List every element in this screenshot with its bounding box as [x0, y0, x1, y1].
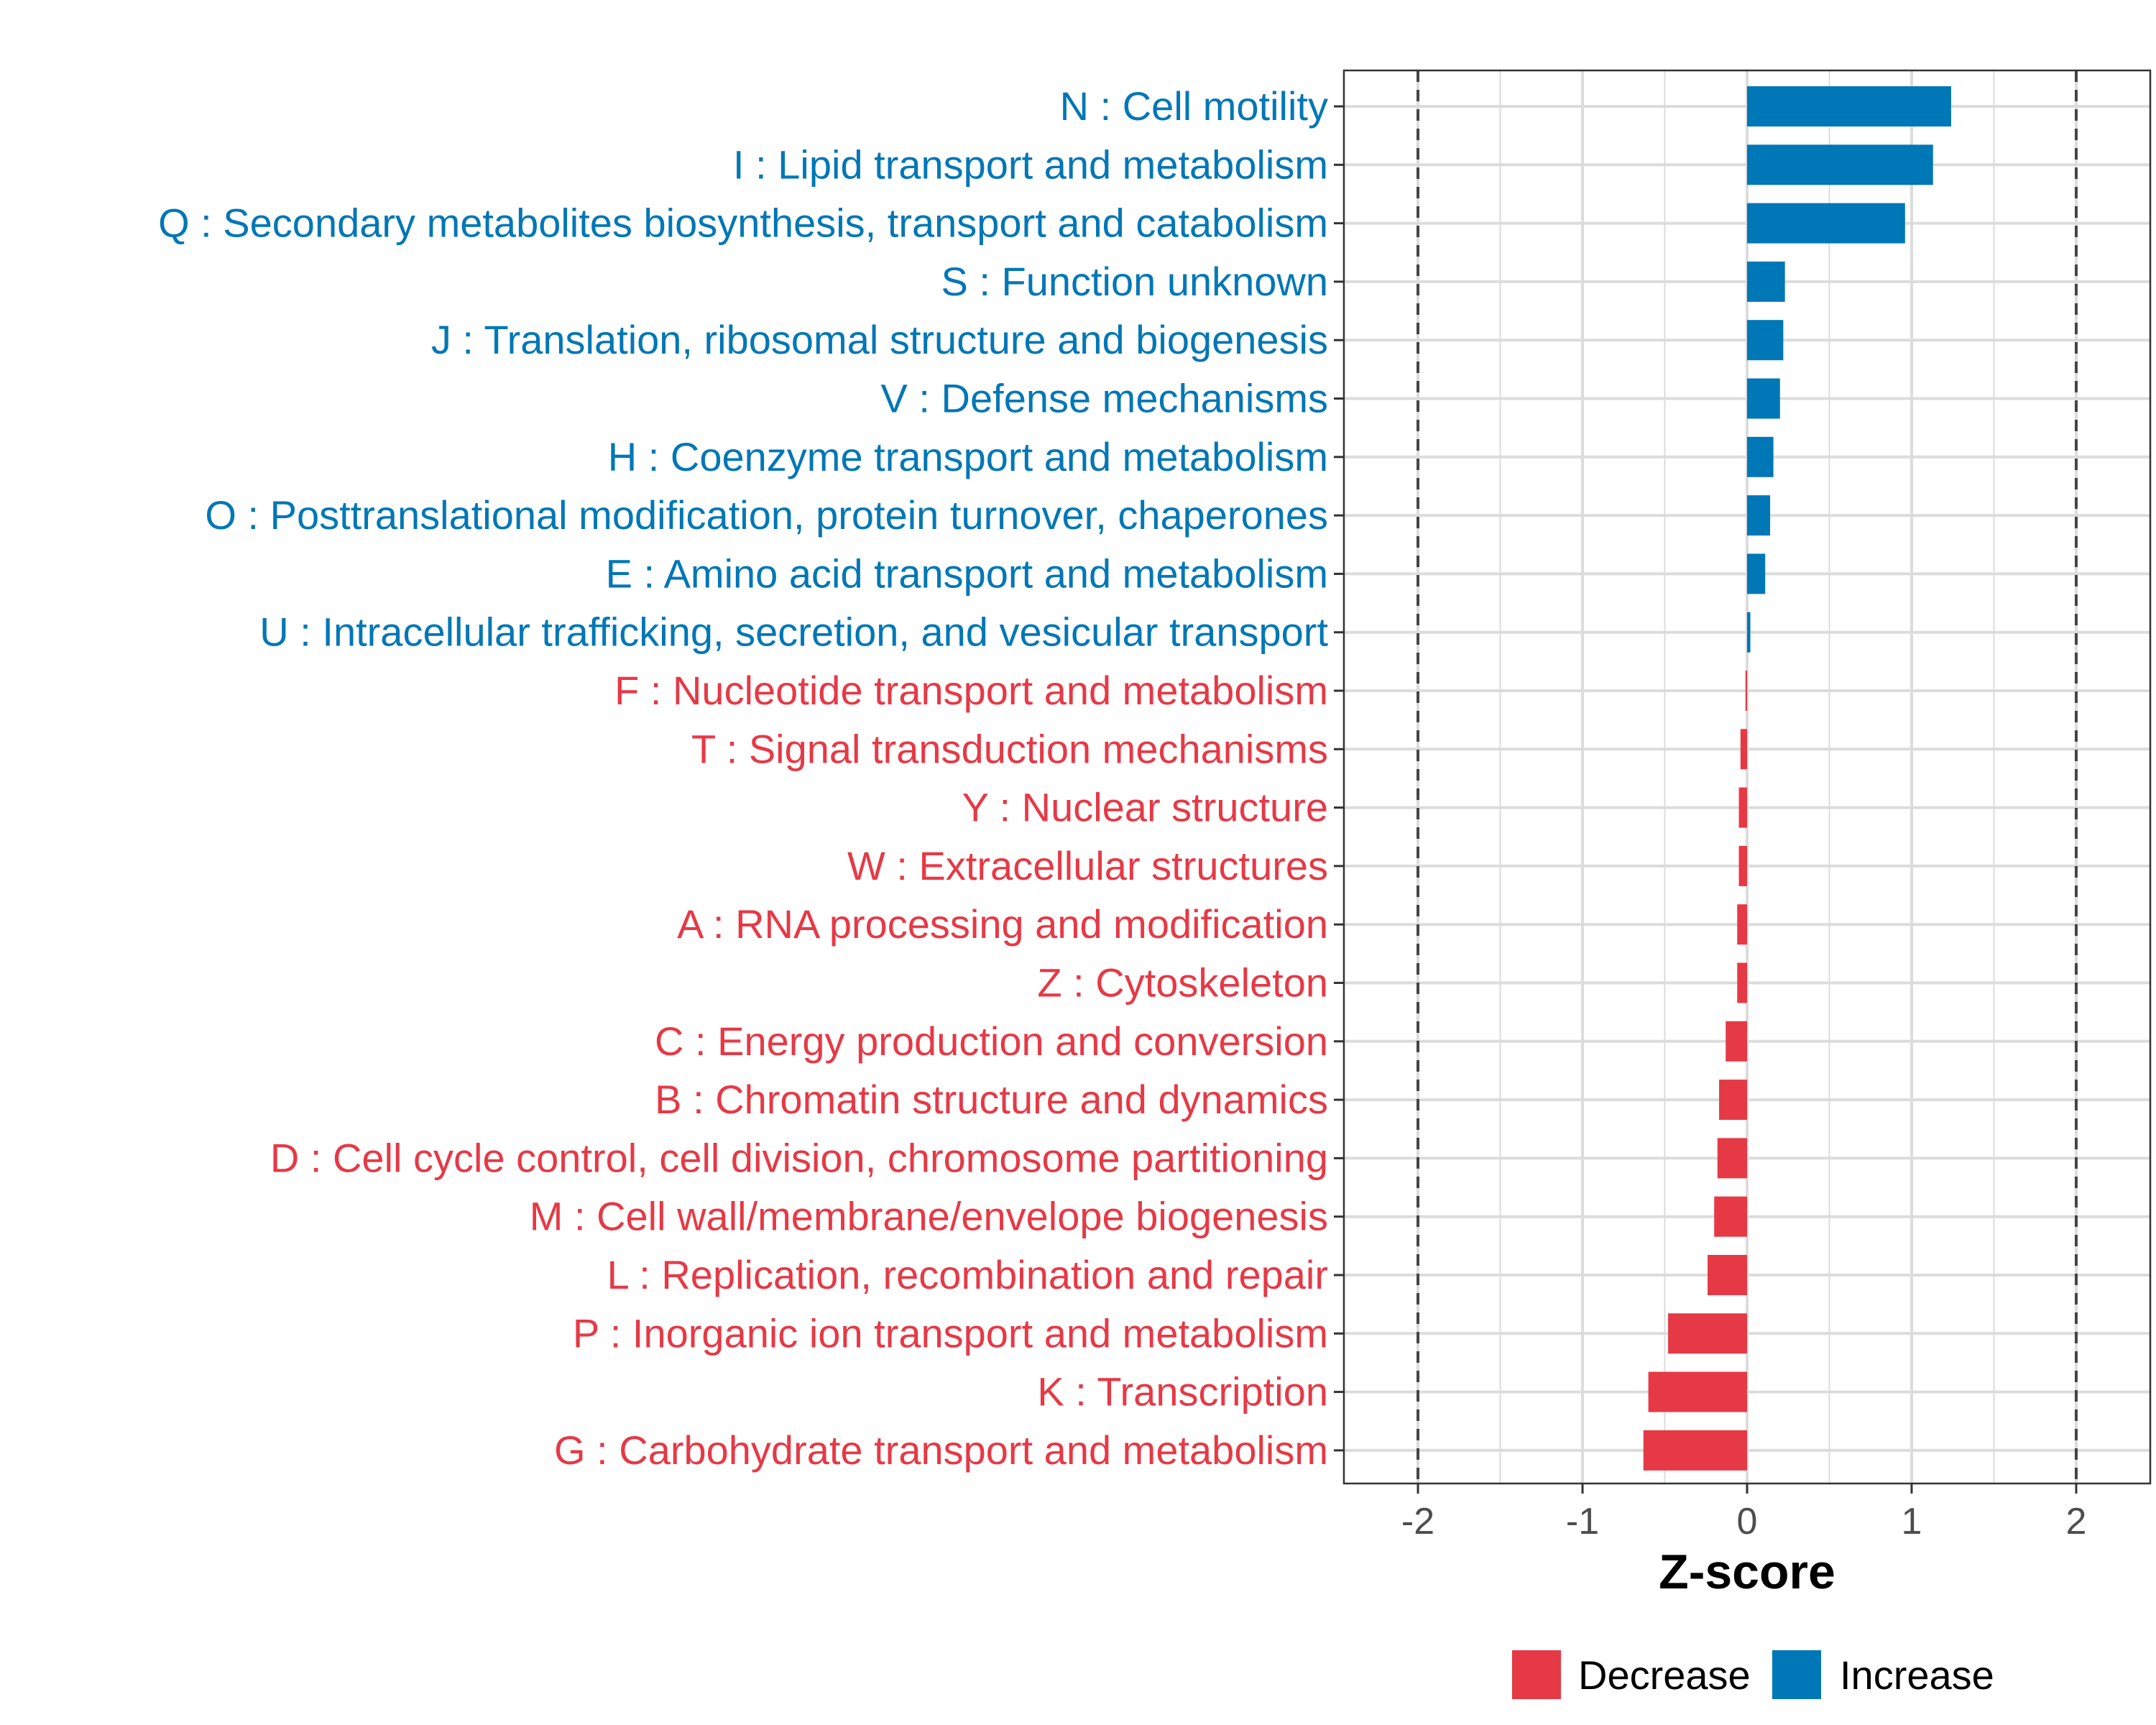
bar [1747, 495, 1771, 536]
category-label: N : Cell motility [1060, 83, 1328, 129]
bar [1726, 1021, 1747, 1062]
x-tick-label: -2 [1401, 1501, 1434, 1542]
category-label: T : Signal transduction mechanisms [691, 726, 1328, 771]
x-axis: -2 -1 0 1 2 [1401, 1484, 2086, 1542]
bar [1648, 1371, 1747, 1412]
bar [1740, 729, 1747, 770]
y-axis: N : Cell motility I : Lipid transport and… [158, 83, 1344, 1473]
x-tick-label: 2 [2065, 1501, 2086, 1542]
legend-key-decrease [1512, 1650, 1561, 1699]
bar [1717, 1138, 1747, 1179]
category-label: B : Chromatin structure and dynamics [655, 1077, 1328, 1122]
bar [1714, 1196, 1747, 1237]
bar [1737, 962, 1747, 1003]
bar [1747, 378, 1780, 419]
bar [1747, 612, 1751, 653]
category-label: E : Amino acid transport and metabolism [606, 551, 1328, 596]
category-label: O : Posttranslational modification, prot… [205, 492, 1328, 538]
category-label: C : Energy production and conversion [655, 1018, 1328, 1064]
bars [1643, 86, 1951, 1471]
bar [1747, 203, 1905, 244]
bar [1747, 144, 1933, 185]
bar [1668, 1313, 1747, 1354]
category-label: I : Lipid transport and metabolism [733, 142, 1328, 187]
category-label: Y : Nuclear structure [962, 785, 1328, 830]
category-label: U : Intracellular trafficking, secretion… [259, 610, 1328, 655]
bar [1747, 261, 1785, 302]
legend-label-increase: Increase [1840, 1652, 1994, 1698]
bar [1747, 436, 1774, 477]
bar [1737, 904, 1747, 945]
category-label: S : Function unknown [941, 259, 1328, 304]
bar [1747, 553, 1766, 594]
bar [1643, 1430, 1747, 1471]
bar [1738, 845, 1747, 886]
legend-key-increase [1772, 1650, 1821, 1699]
bar [1747, 86, 1951, 126]
category-label: H : Coenzyme transport and metabolism [608, 434, 1328, 479]
bar [1738, 787, 1747, 828]
category-label: J : Translation, ribosomal structure and… [431, 317, 1328, 362]
x-tick-label: -1 [1566, 1501, 1599, 1542]
bar [1708, 1255, 1747, 1295]
category-label: Q : Secondary metabolites biosynthesis, … [158, 201, 1328, 246]
category-label: G : Carbohydrate transport and metabolis… [554, 1427, 1328, 1473]
x-tick-label: 0 [1737, 1501, 1758, 1542]
reference-lines [1416, 70, 2078, 1484]
category-label: W : Extracellular structures [847, 843, 1328, 888]
category-label: F : Nucleotide transport and metabolism [614, 668, 1328, 713]
category-label: D : Cell cycle control, cell division, c… [270, 1135, 1328, 1180]
category-label: V : Defense mechanisms [881, 376, 1328, 421]
category-label: A : RNA processing and modification [677, 901, 1328, 947]
bar [1745, 671, 1747, 711]
legend-label-decrease: Decrease [1578, 1652, 1751, 1698]
x-axis-title: Z-score [1659, 1545, 1835, 1599]
category-label: K : Transcription [1037, 1369, 1328, 1414]
category-label: M : Cell wall/membrane/envelope biogenes… [530, 1194, 1328, 1239]
bar [1747, 320, 1784, 361]
category-label: L : Replication, recombination and repai… [607, 1252, 1328, 1297]
category-label: Z : Cytoskeleton [1037, 960, 1328, 1006]
category-label: P : Inorganic ion transport and metaboli… [573, 1310, 1328, 1356]
x-tick-label: 1 [1902, 1501, 1922, 1542]
legend: Decrease Increase [1512, 1650, 1994, 1699]
bar [1719, 1080, 1747, 1121]
